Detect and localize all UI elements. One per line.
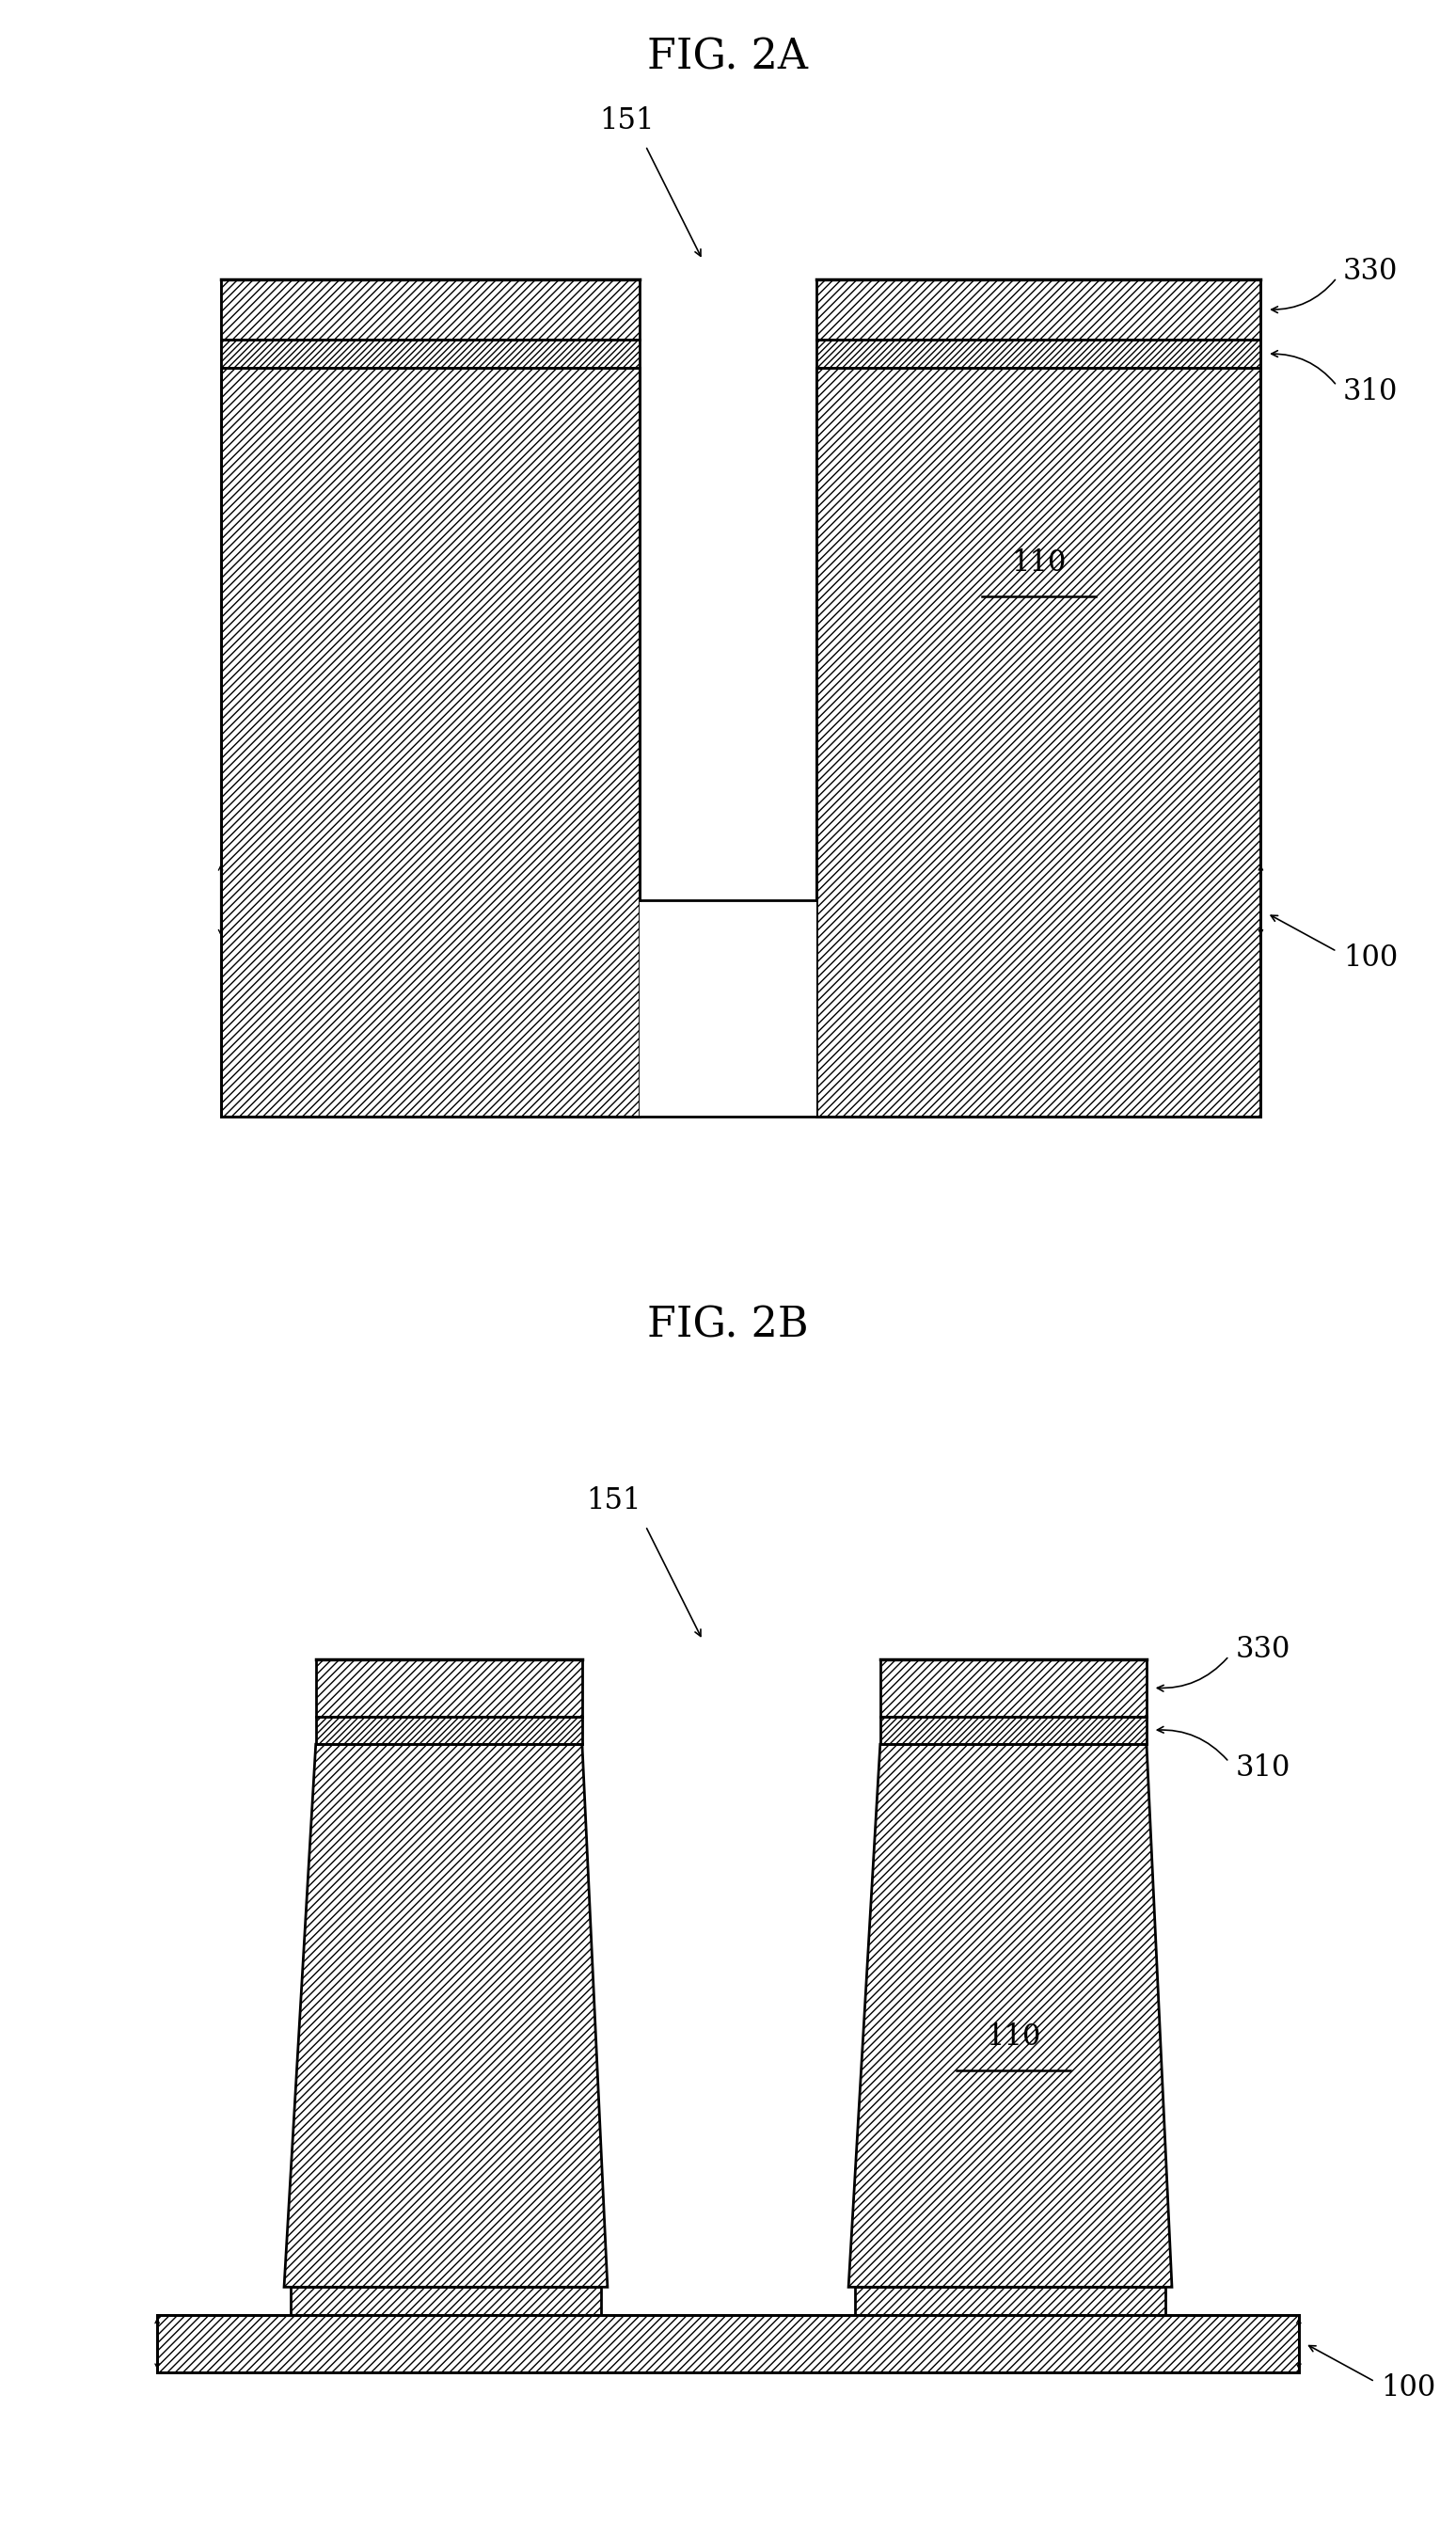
- Text: 110: 110: [1012, 548, 1066, 578]
- Text: 110: 110: [986, 2022, 1041, 2052]
- Bar: [881, 1659, 1146, 1718]
- Bar: [316, 1718, 582, 1745]
- Bar: [881, 1718, 1146, 1745]
- Text: 310: 310: [1342, 378, 1398, 406]
- Bar: [817, 279, 1261, 340]
- Text: 100: 100: [1342, 944, 1398, 972]
- Text: 330: 330: [1342, 256, 1398, 287]
- Text: FIG. 2A: FIG. 2A: [648, 36, 808, 79]
- Text: 330: 330: [1235, 1636, 1290, 1664]
- Text: 151: 151: [587, 1487, 641, 1515]
- Polygon shape: [284, 1745, 607, 2288]
- Text: FIG. 2B: FIG. 2B: [648, 1304, 808, 1347]
- Bar: [157, 2314, 1299, 2372]
- Text: 100: 100: [1382, 2375, 1436, 2403]
- Bar: [639, 901, 817, 1116]
- Text: 310: 310: [1235, 1753, 1290, 1784]
- Bar: [817, 340, 1261, 368]
- Text: 151: 151: [598, 107, 654, 134]
- Bar: [817, 368, 1261, 1116]
- Bar: [221, 368, 639, 1116]
- Bar: [290, 2288, 601, 2314]
- Polygon shape: [849, 1745, 1172, 2288]
- Bar: [316, 1659, 582, 1718]
- Bar: [221, 279, 639, 340]
- Bar: [855, 2288, 1166, 2314]
- Bar: [221, 340, 639, 368]
